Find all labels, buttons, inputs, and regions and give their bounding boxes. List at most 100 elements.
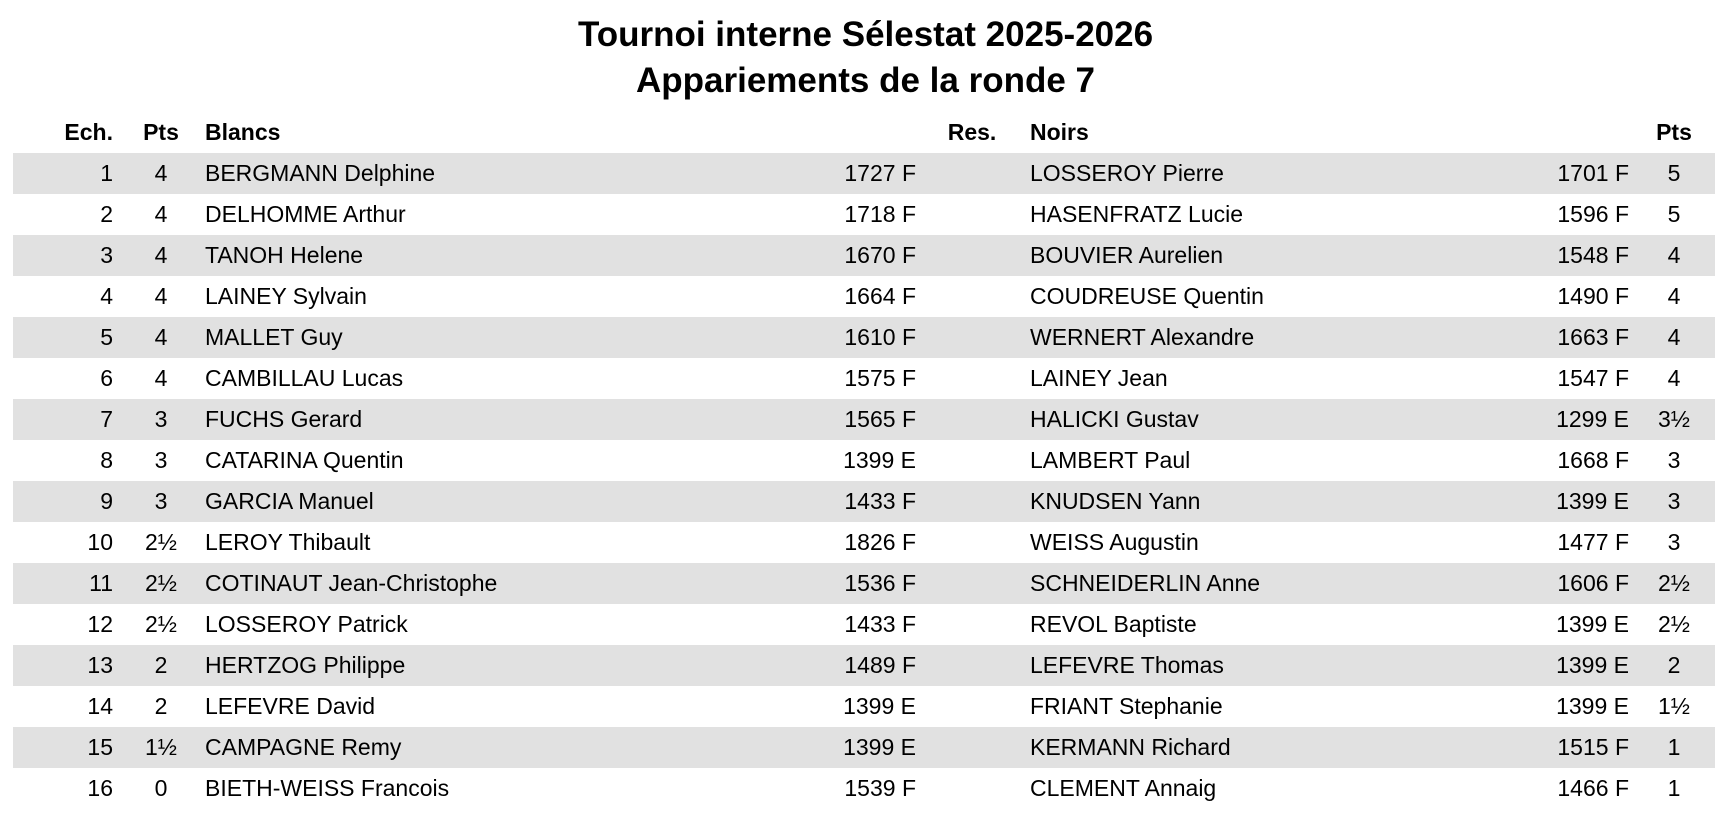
- column-header: Pts: [1656, 119, 1692, 145]
- row-band: [13, 727, 1715, 768]
- white-rating: 1718 F: [844, 201, 916, 227]
- board-number: 15: [87, 734, 113, 760]
- white-rating: 1399 E: [843, 734, 916, 760]
- black-player: KNUDSEN Yann: [1030, 488, 1201, 514]
- black-player: WERNERT Alexandre: [1030, 324, 1255, 350]
- black-player: LAMBERT Paul: [1030, 447, 1191, 473]
- board-number: 2: [100, 201, 113, 227]
- black-rating: 1663 F: [1557, 324, 1629, 350]
- black-rating: 1668 F: [1557, 447, 1629, 473]
- row-band: [13, 645, 1715, 686]
- column-header: Noirs: [1030, 119, 1089, 145]
- board-number: 12: [87, 611, 113, 637]
- black-rating: 1466 F: [1557, 775, 1629, 801]
- board-number: 14: [87, 693, 113, 719]
- black-player: HALICKI Gustav: [1030, 406, 1199, 432]
- black-player: LEFEVRE Thomas: [1030, 652, 1224, 678]
- white-rating: 1610 F: [844, 324, 916, 350]
- white-rating: 1399 E: [843, 693, 916, 719]
- black-points: 4: [1667, 242, 1681, 268]
- white-rating: 1433 F: [844, 488, 916, 514]
- white-player: BIETH-WEISS Francois: [205, 775, 450, 801]
- black-points: 3: [1667, 488, 1681, 514]
- white-player: LEROY Thibault: [205, 529, 371, 555]
- board-number: 11: [89, 570, 113, 596]
- white-points: 2½: [145, 570, 177, 596]
- black-rating: 1399 E: [1556, 693, 1629, 719]
- board-number: 16: [87, 775, 113, 801]
- column-header: Res.: [947, 119, 997, 145]
- white-points: 4: [154, 160, 168, 186]
- white-rating: 1399 E: [843, 447, 916, 473]
- white-player: GARCIA Manuel: [205, 488, 374, 514]
- white-player: LEFEVRE David: [205, 693, 376, 719]
- white-player: DELHOMME Arthur: [205, 201, 406, 227]
- column-header: Pts: [143, 119, 179, 145]
- white-rating: 1539 F: [844, 775, 916, 801]
- black-rating: 1596 F: [1557, 201, 1629, 227]
- black-rating: 1515 F: [1557, 734, 1629, 760]
- white-points: 4: [154, 324, 168, 350]
- board-number: 13: [87, 652, 113, 678]
- white-player: TANOH Helene: [205, 242, 364, 268]
- white-points: 4: [154, 201, 168, 227]
- white-player: MALLET Guy: [205, 324, 343, 350]
- white-points: 4: [154, 365, 168, 391]
- subtitle: Appariements de la ronde 7: [635, 61, 1096, 100]
- black-points: 4: [1667, 283, 1681, 309]
- black-rating: 1399 E: [1556, 488, 1629, 514]
- black-rating: 1701 F: [1557, 160, 1629, 186]
- black-player: REVOL Baptiste: [1030, 611, 1197, 637]
- black-player: BOUVIER Aurelien: [1030, 242, 1224, 268]
- white-player: CATARINA Quentin: [205, 447, 404, 473]
- board-number: 9: [100, 488, 113, 514]
- black-player: WEISS Augustin: [1030, 529, 1199, 555]
- white-player: BERGMANN Delphine: [205, 160, 436, 186]
- white-points: 3: [154, 406, 168, 432]
- black-player: CLEMENT Annaig: [1030, 775, 1217, 801]
- black-points: 5: [1667, 160, 1681, 186]
- white-points: 2: [154, 693, 168, 719]
- white-player: HERTZOG Philippe: [205, 652, 406, 678]
- black-rating: 1547 F: [1557, 365, 1629, 391]
- white-points: 4: [154, 242, 168, 268]
- black-points: 3: [1667, 529, 1681, 555]
- black-points: 3½: [1658, 406, 1690, 432]
- white-points: 2½: [145, 529, 177, 555]
- white-player: CAMPAGNE Remy: [205, 734, 402, 760]
- board-number: 5: [100, 324, 113, 350]
- black-rating: 1399 E: [1556, 652, 1629, 678]
- white-player: COTINAUT Jean-Christophe: [205, 570, 498, 596]
- row-band: [13, 153, 1715, 194]
- white-rating: 1664 F: [844, 283, 916, 309]
- white-rating: 1826 F: [844, 529, 916, 555]
- title: Tournoi interne Sélestat 2025-2026: [577, 15, 1154, 54]
- black-points: 1½: [1658, 693, 1690, 719]
- black-points: 1: [1667, 734, 1681, 760]
- white-rating: 1433 F: [844, 611, 916, 637]
- black-points: 3: [1667, 447, 1681, 473]
- black-player: LAINEY Jean: [1030, 365, 1168, 391]
- black-player: HASENFRATZ Lucie: [1030, 201, 1244, 227]
- white-points: 3: [154, 447, 168, 473]
- white-player: FUCHS Gerard: [205, 406, 363, 432]
- row-band: [13, 399, 1715, 440]
- white-rating: 1670 F: [844, 242, 916, 268]
- black-points: 4: [1667, 324, 1681, 350]
- black-points: 4: [1667, 365, 1681, 391]
- row-band: [13, 481, 1715, 522]
- white-points: 1½: [145, 734, 177, 760]
- white-player: LAINEY Sylvain: [205, 283, 367, 309]
- black-points: 2: [1667, 652, 1681, 678]
- board-number: 7: [100, 406, 113, 432]
- white-points: 3: [154, 488, 168, 514]
- board-number: 10: [87, 529, 113, 555]
- white-player: CAMBILLAU Lucas: [205, 365, 404, 391]
- black-rating: 1477 F: [1557, 529, 1629, 555]
- black-rating: 1490 F: [1557, 283, 1629, 309]
- black-player: LOSSEROY Pierre: [1030, 160, 1224, 186]
- black-points: 5: [1667, 201, 1681, 227]
- white-player: LOSSEROY Patrick: [205, 611, 408, 637]
- board-number: 3: [100, 242, 113, 268]
